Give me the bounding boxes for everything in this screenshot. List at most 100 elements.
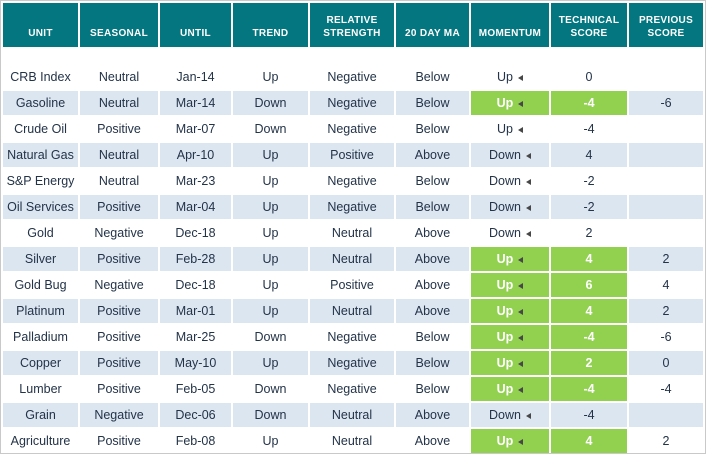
- unit-cell: Copper: [3, 351, 78, 375]
- trend-cell: Up: [233, 65, 308, 89]
- momentum-marker-icon: [518, 360, 524, 367]
- 20-day-ma-cell-label: Above: [414, 252, 451, 266]
- technical-score-cell: 4: [551, 429, 627, 453]
- momentum-cell-label: Down: [489, 148, 521, 162]
- trend-cell: Up: [233, 247, 308, 271]
- previous-score-cell: [629, 169, 703, 193]
- until-cell: Mar-04: [160, 195, 231, 219]
- trend-cell-label: Down: [254, 96, 287, 110]
- trend-cell-label: Up: [262, 200, 279, 214]
- trend-cell-label: Up: [262, 252, 279, 266]
- table-row: S&P Energy Neutral Mar-23 Up Negative Below Do…: [3, 169, 703, 193]
- momentum-cell: Down: [471, 169, 549, 193]
- momentum-marker-icon: [518, 308, 524, 315]
- seasonal-cell-label: Negative: [94, 278, 144, 292]
- seasonal-cell-label: Neutral: [98, 96, 140, 110]
- seasonal-cell: Negative: [80, 273, 158, 297]
- relative-strength-cell: Positive: [310, 143, 394, 167]
- 20-day-ma-cell-label: Below: [415, 330, 450, 344]
- trend-cell-label: Up: [262, 148, 279, 162]
- previous-score-cell: 2: [629, 247, 703, 271]
- unit-cell: Gasoline: [3, 91, 78, 115]
- previous-score-cell: -6: [629, 91, 703, 115]
- unit-cell: CRB Index: [3, 65, 78, 89]
- until-cell-label: Dec-06: [175, 408, 216, 422]
- technical-score-cell: -2: [551, 169, 627, 193]
- 20-day-ma-cell-label: Below: [415, 356, 450, 370]
- 20-day-ma-cell: Above: [396, 221, 469, 245]
- until-cell-label: Dec-18: [175, 278, 216, 292]
- momentum-cell: Down: [471, 221, 549, 245]
- 20-day-ma-cell-label: Above: [414, 226, 451, 240]
- 20-day-ma-cell-label: Below: [415, 96, 450, 110]
- previous-score-cell-label: 2: [662, 252, 670, 266]
- until-cell: Mar-23: [160, 169, 231, 193]
- relative-strength-cell-label: Positive: [330, 278, 374, 292]
- col-header-unit: UNIT: [3, 3, 78, 47]
- momentum-cell-label: Up: [496, 304, 514, 318]
- seasonal-cell: Negative: [80, 403, 158, 427]
- 20-day-ma-cell: Below: [396, 169, 469, 193]
- 20-day-ma-cell-label: Below: [415, 200, 450, 214]
- technical-score-cell-label: 4: [585, 304, 593, 318]
- seasonal-cell: Negative: [80, 221, 158, 245]
- 20-day-ma-cell: Above: [396, 247, 469, 271]
- unit-cell-label: Silver: [24, 252, 57, 266]
- relative-strength-cell-label: Negative: [327, 330, 377, 344]
- previous-score-cell: [629, 403, 703, 427]
- momentum-marker-icon: [517, 126, 523, 133]
- previous-score-cell: 2: [629, 429, 703, 453]
- previous-score-cell-label: 2: [662, 304, 670, 318]
- seasonal-cell: Neutral: [80, 169, 158, 193]
- relative-strength-cell: Neutral: [310, 221, 394, 245]
- until-cell-label: Mar-25: [175, 330, 216, 344]
- seasonal-cell: Neutral: [80, 65, 158, 89]
- previous-score-cell-label: 2: [662, 434, 670, 448]
- table-row: Lumber Positive Feb-05 Down Negative Below Up -…: [3, 377, 703, 401]
- seasonal-cell-label: Neutral: [98, 174, 140, 188]
- relative-strength-cell: Neutral: [310, 429, 394, 453]
- 20-day-ma-cell-label: Above: [414, 278, 451, 292]
- trend-cell: Up: [233, 299, 308, 323]
- seasonal-cell-label: Positive: [97, 122, 141, 136]
- momentum-cell: Down: [471, 143, 549, 167]
- previous-score-cell: 4: [629, 273, 703, 297]
- 20-day-ma-cell-label: Above: [414, 148, 451, 162]
- momentum-marker-icon: [518, 438, 524, 445]
- header-row: UNIT SEASONAL UNTIL TREND RELATIVE STREN…: [3, 3, 703, 47]
- unit-cell-label: Lumber: [19, 382, 62, 396]
- until-cell: Dec-06: [160, 403, 231, 427]
- momentum-marker-icon: [525, 230, 531, 237]
- until-cell-label: Mar-01: [175, 304, 216, 318]
- previous-score-cell: -4: [629, 377, 703, 401]
- relative-strength-cell-label: Negative: [327, 200, 377, 214]
- relative-strength-cell-label: Negative: [327, 122, 377, 136]
- trend-cell: Up: [233, 221, 308, 245]
- momentum-cell: Up: [471, 377, 549, 401]
- relative-strength-cell: Positive: [310, 273, 394, 297]
- relative-strength-cell-label: Positive: [330, 148, 374, 162]
- 20-day-ma-cell: Below: [396, 325, 469, 349]
- seasonal-cell-label: Negative: [94, 408, 144, 422]
- relative-strength-cell-label: Negative: [327, 356, 377, 370]
- unit-cell: Gold: [3, 221, 78, 245]
- technical-score-cell: -4: [551, 325, 627, 349]
- trend-cell-label: Down: [254, 330, 287, 344]
- relative-strength-cell-label: Negative: [327, 174, 377, 188]
- relative-strength-cell-label: Negative: [327, 96, 377, 110]
- until-cell-label: Mar-23: [175, 174, 216, 188]
- seasonal-cell: Positive: [80, 247, 158, 271]
- seasonal-cell: Positive: [80, 429, 158, 453]
- col-header-until: UNTIL: [160, 3, 231, 47]
- trend-cell-label: Up: [262, 226, 279, 240]
- technical-score-cell-label: 2: [585, 226, 593, 240]
- momentum-marker-icon: [518, 100, 524, 107]
- 20-day-ma-cell: Below: [396, 377, 469, 401]
- seasonal-cell: Positive: [80, 117, 158, 141]
- momentum-cell-label: Up: [497, 122, 513, 136]
- technical-score-cell-label: 4: [585, 148, 593, 162]
- until-cell: Dec-18: [160, 273, 231, 297]
- unit-cell: Lumber: [3, 377, 78, 401]
- unit-cell-label: S&P Energy: [6, 174, 75, 188]
- seasonal-cell: Positive: [80, 299, 158, 323]
